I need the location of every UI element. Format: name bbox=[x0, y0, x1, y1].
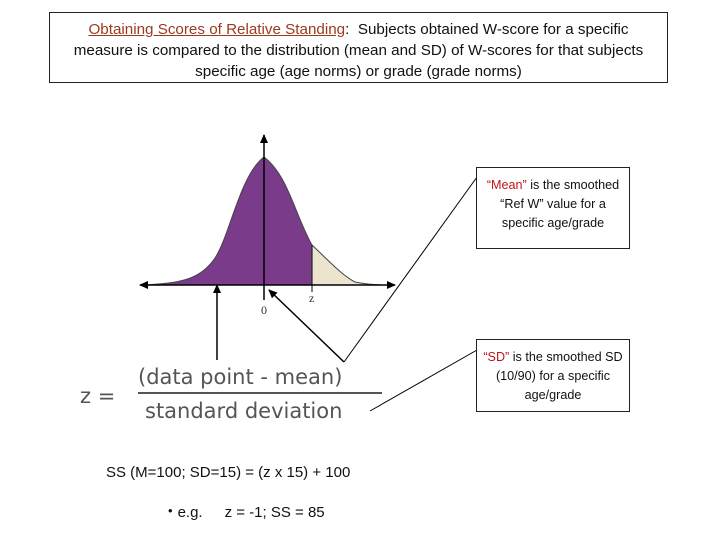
sd-note-box: “SD” is the smoothed SD (10/90) for a sp… bbox=[476, 339, 630, 412]
formula-lhs: z = bbox=[80, 384, 115, 408]
standard-score-formula: SS (M=100; SD=15) = (z x 15) + 100 bbox=[106, 464, 351, 481]
sd-note-text: is the smoothed SD (10/90) for a specifi… bbox=[495, 350, 623, 402]
formula-numerator: (data point - mean) bbox=[138, 365, 342, 389]
mean-note-box: “Mean” is the smoothed “Ref W” value for… bbox=[476, 167, 630, 249]
zero-label: 0 bbox=[261, 303, 267, 317]
mean-highlight: “Mean” bbox=[486, 178, 527, 192]
bell-curve-outline bbox=[144, 156, 386, 286]
shaded-area-below-z bbox=[145, 157, 312, 285]
mean-note-text: is the smoothed “Ref W” value for a spec… bbox=[500, 178, 620, 230]
sd-highlight: “SD” bbox=[483, 350, 510, 364]
sd-callout-line bbox=[369, 349, 478, 412]
header-colon: : bbox=[345, 21, 350, 38]
header-box: Obtaining Scores of Relative Standing: S… bbox=[49, 12, 668, 83]
bullet-icon: • bbox=[168, 503, 173, 518]
example-label: e.g. bbox=[177, 504, 203, 521]
example-value: z = -1; SS = 85 bbox=[224, 504, 325, 521]
mean-arrow bbox=[268, 289, 345, 363]
header-description: Subjects obtained W-score for a specific… bbox=[73, 21, 644, 80]
mean-callout-line bbox=[343, 176, 478, 363]
z-label: z bbox=[309, 291, 314, 305]
header-title-link[interactable]: Obtaining Scores of Relative Standing bbox=[88, 21, 346, 38]
formula-denominator: standard deviation bbox=[145, 399, 342, 423]
upper-tail-area bbox=[312, 245, 385, 285]
example-line: • e.g. z = -1; SS = 85 bbox=[168, 503, 325, 521]
